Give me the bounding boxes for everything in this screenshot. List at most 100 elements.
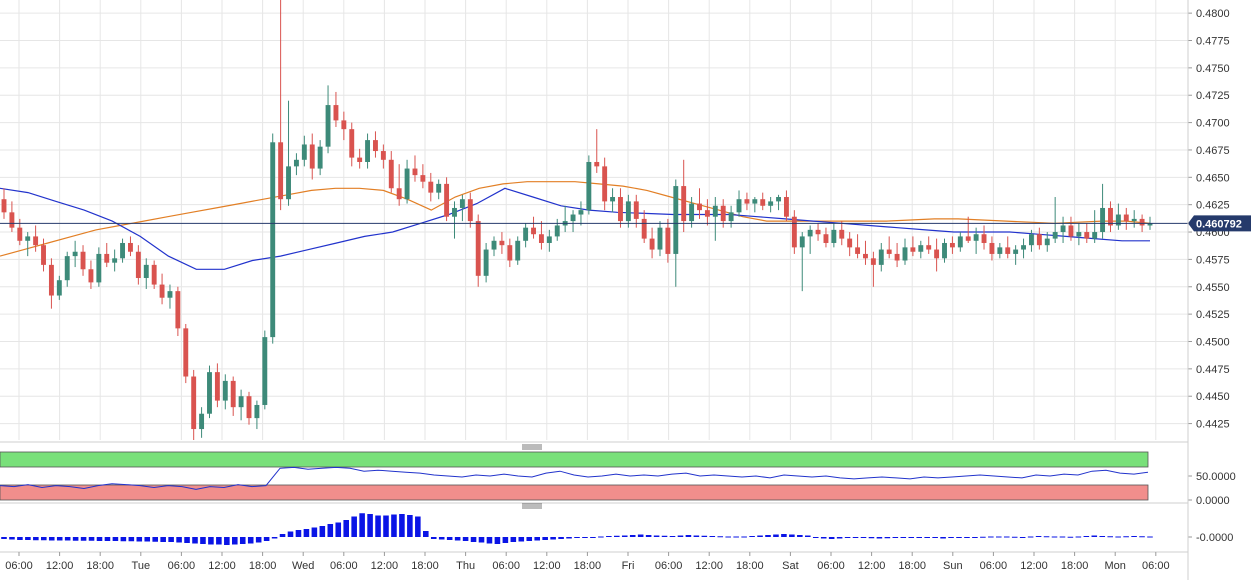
time-tick-label: 06:00 xyxy=(492,560,520,572)
candle-body-down xyxy=(704,210,710,217)
histogram-bar xyxy=(1123,536,1129,538)
histogram-bar xyxy=(407,515,413,537)
candle-body-up xyxy=(238,396,244,408)
histogram-bar xyxy=(239,537,246,544)
price-tick-label: 0.4800 xyxy=(1196,8,1230,20)
histogram-bar xyxy=(582,537,588,538)
candle-body-up xyxy=(712,205,718,217)
histogram-bar xyxy=(518,537,525,542)
candle-body-down xyxy=(934,249,940,259)
candle-body-up xyxy=(491,240,497,250)
histogram-bar xyxy=(542,537,548,540)
price-tick-label: 0.4675 xyxy=(1196,145,1230,157)
price-panel[interactable]: 0.4800 0.4775 0.4750 0.4725 0.4700 0.4675 0.46… xyxy=(0,0,1251,440)
histogram-bar xyxy=(216,537,222,545)
histogram-bar xyxy=(263,537,270,541)
candle-body-down xyxy=(246,396,252,419)
candle-body-up xyxy=(325,105,331,147)
candle-body-down xyxy=(333,105,339,121)
histogram-bar xyxy=(56,537,63,541)
time-axis[interactable]: 06:00 12:00 18:00 Tue 06:00 12:00 18:00 Wed 06:0… xyxy=(5,552,1170,572)
histogram-bar xyxy=(128,537,135,542)
histogram-bar xyxy=(335,522,342,537)
time-tick-label: 18:00 xyxy=(736,560,764,572)
histogram-bar xyxy=(828,537,835,539)
histogram-bar xyxy=(72,537,79,541)
histogram-bar xyxy=(645,535,652,537)
histogram-bar xyxy=(558,537,564,539)
candle-body-down xyxy=(388,159,394,189)
histogram-bar xyxy=(359,513,365,537)
candle-body-up xyxy=(1147,223,1153,226)
time-tick-label: 12:00 xyxy=(695,560,723,572)
candle-body-down xyxy=(1036,234,1042,246)
candle-body-down xyxy=(665,227,671,254)
candle-body-down xyxy=(894,253,900,261)
histogram-bar xyxy=(924,537,930,538)
histogram-bar xyxy=(64,537,71,541)
histogram-bar xyxy=(614,535,620,537)
time-tick-label: 12:00 xyxy=(46,560,74,572)
histogram-bar xyxy=(956,537,962,538)
panel-resize-handle[interactable] xyxy=(522,503,542,509)
candle-body-up xyxy=(459,199,465,208)
time-tick-label: Wed xyxy=(292,560,314,572)
candle-body-down xyxy=(720,205,726,222)
histogram-bar xyxy=(566,537,572,539)
candle-body-up xyxy=(270,142,276,338)
histogram-bar xyxy=(48,537,55,541)
time-tick-label: 06:00 xyxy=(1142,560,1170,572)
candle-body-down xyxy=(41,245,46,265)
histogram-bar xyxy=(255,537,262,543)
histogram-bar xyxy=(868,537,875,539)
histogram-bar xyxy=(423,531,429,537)
candle-body-up xyxy=(1013,249,1019,254)
candle-body-up xyxy=(807,229,813,237)
candle-body-down xyxy=(380,151,386,160)
candle-body-down xyxy=(531,227,536,235)
candle-body-down xyxy=(80,251,86,270)
time-tick-label: 12:00 xyxy=(208,560,236,572)
histogram-bar xyxy=(136,537,143,542)
histogram-bar xyxy=(1099,536,1106,537)
histogram-bar xyxy=(446,537,453,540)
candle-body-down xyxy=(9,212,15,228)
price-tick-label: 0.4700 xyxy=(1196,118,1230,130)
histogram-bar xyxy=(399,514,405,537)
candle-body-down xyxy=(744,199,750,204)
candle-body-down xyxy=(357,157,363,162)
last-price-tag: 0.460792 xyxy=(1188,215,1251,232)
candle-body-up xyxy=(902,247,908,261)
histogram-bar xyxy=(80,537,87,541)
candle-body-down xyxy=(1068,225,1074,237)
histogram-panel[interactable]: -0.0000 xyxy=(1,513,1233,545)
histogram-bar xyxy=(916,537,922,538)
price-grid xyxy=(0,0,1188,440)
candle-body-up xyxy=(404,168,410,200)
candle-body-down xyxy=(870,258,876,265)
histogram-bar xyxy=(741,536,747,538)
histogram-bar xyxy=(17,537,23,540)
candle-body-down xyxy=(926,245,932,250)
histogram-bar xyxy=(462,537,469,541)
candle-body-down xyxy=(309,144,315,169)
histogram-bar xyxy=(1035,536,1042,537)
histogram-bar xyxy=(725,536,731,538)
candle-body-up xyxy=(199,413,205,430)
candle-body-down xyxy=(697,203,702,211)
candle-body-up xyxy=(586,161,592,211)
histogram-bar xyxy=(701,535,708,537)
time-tick-label: 06:00 xyxy=(980,560,1008,572)
histogram-bar xyxy=(709,536,716,537)
panel-resize-handle[interactable] xyxy=(522,444,542,450)
candle-body-down xyxy=(191,376,197,430)
time-tick-label: Sat xyxy=(782,560,799,572)
oscillator-panel[interactable]: 50.0000 0.0000 xyxy=(0,451,1236,507)
histogram-bar xyxy=(375,515,381,537)
candle-body-down xyxy=(641,218,647,239)
histogram-bar xyxy=(152,537,158,542)
histogram-bar xyxy=(224,537,230,545)
histogram-bar xyxy=(844,537,851,538)
candle-body-up xyxy=(452,207,457,217)
